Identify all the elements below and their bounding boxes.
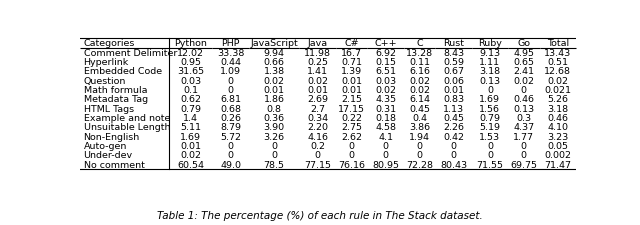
Text: Table 1: The percentage (%) of each rule in The Stack dataset.: Table 1: The percentage (%) of each rule…: [157, 211, 483, 220]
